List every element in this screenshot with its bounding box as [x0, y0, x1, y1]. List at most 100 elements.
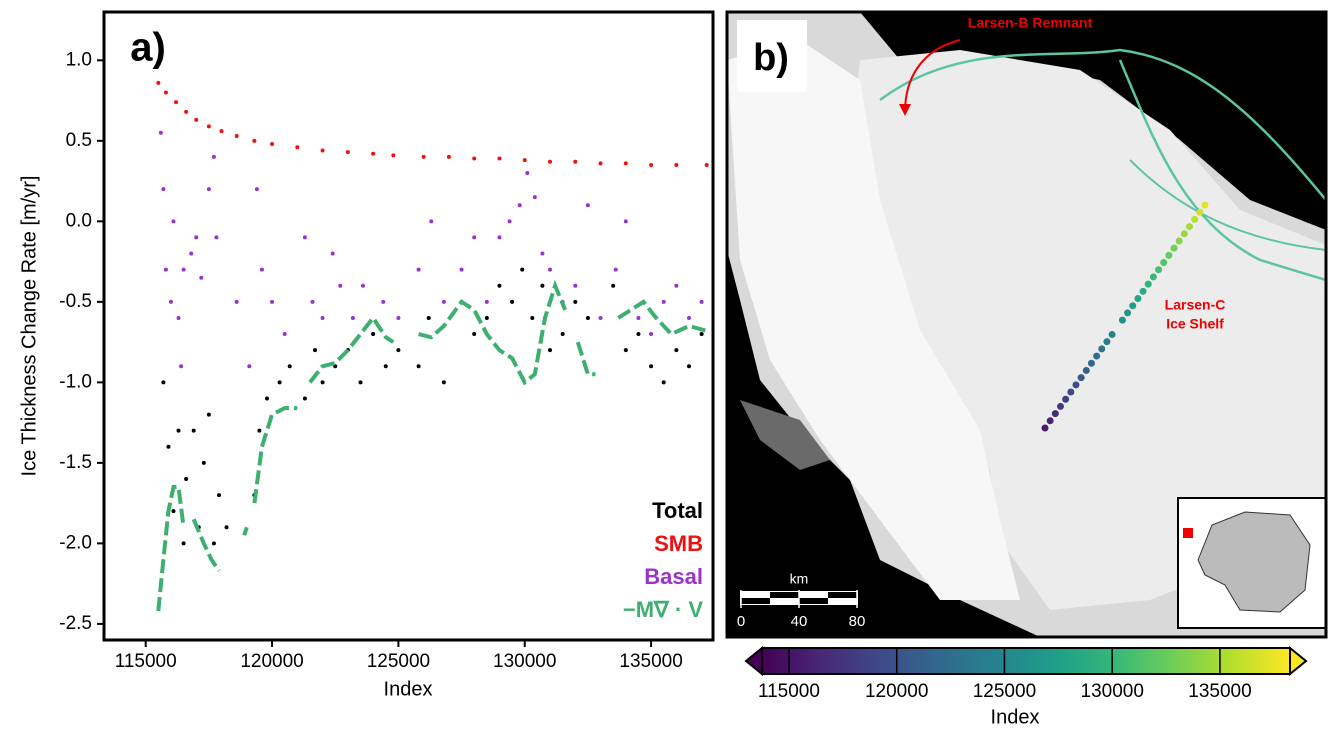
- data-point: [257, 428, 262, 433]
- track-point: [1103, 338, 1111, 346]
- data-point: [674, 348, 679, 353]
- data-point: [161, 187, 166, 192]
- colorbar-tick-label: 125000: [973, 681, 1036, 702]
- track-point: [1149, 273, 1157, 281]
- annotation: Larsen-B Remnant: [968, 15, 1093, 31]
- scale-bar: [770, 592, 799, 598]
- map: [727, 12, 1326, 637]
- data-point: [163, 90, 168, 95]
- colorbar-extend: [744, 645, 763, 677]
- track-point: [1129, 302, 1137, 310]
- data-point: [530, 315, 535, 320]
- track-point: [1201, 201, 1209, 209]
- data-point: [181, 541, 186, 546]
- data-point: [158, 130, 163, 135]
- data-point: [176, 428, 181, 433]
- data-point: [295, 145, 300, 150]
- plot-frame: [102, 10, 715, 642]
- data-point: [313, 348, 318, 353]
- track-point: [1191, 215, 1199, 223]
- data-point: [163, 267, 168, 272]
- data-point: [598, 161, 603, 166]
- y-tick-label: 0.5: [66, 130, 92, 151]
- data-point: [674, 283, 679, 288]
- data-point: [699, 299, 704, 304]
- panel-label: a): [130, 26, 166, 70]
- x-tick-label: 130000: [493, 651, 556, 672]
- track-point: [1067, 388, 1075, 396]
- data-point: [661, 299, 666, 304]
- data-point: [206, 412, 211, 417]
- colorbar: [761, 647, 1291, 675]
- data-point: [416, 364, 421, 369]
- data-point: [330, 251, 335, 256]
- legend-entry: Basal: [644, 564, 703, 589]
- track-point: [1077, 374, 1085, 382]
- data-point: [234, 133, 239, 138]
- data-point: [510, 299, 515, 304]
- track-point: [1170, 244, 1178, 252]
- data-point: [282, 332, 287, 337]
- data-point: [361, 283, 366, 288]
- x-tick-label: 115000: [115, 651, 177, 672]
- data-point: [194, 117, 199, 122]
- data-point: [247, 364, 252, 369]
- track-point: [1196, 208, 1204, 216]
- data-point: [191, 428, 196, 433]
- data-point: [497, 235, 502, 240]
- track-point: [1087, 359, 1095, 367]
- data-point: [421, 154, 426, 159]
- track-point: [1175, 237, 1183, 245]
- y-tick-label: -1.0: [59, 371, 92, 392]
- line-series: [156, 279, 708, 612]
- data-point: [429, 219, 434, 224]
- data-point: [613, 267, 618, 272]
- track-point: [1046, 417, 1054, 425]
- track-point: [1108, 330, 1116, 338]
- data-point: [674, 162, 679, 167]
- x-axis-label: Index: [384, 678, 433, 700]
- colorbar-tick-label: 115000: [758, 681, 820, 702]
- y-axis-label: Ice Thickness Change Rate [m/yr]: [18, 176, 40, 477]
- data-point: [649, 364, 654, 369]
- data-point: [396, 348, 401, 353]
- data-point: [517, 203, 522, 208]
- data-point: [623, 348, 628, 353]
- scale-bar: [741, 598, 770, 604]
- data-point: [302, 235, 307, 240]
- map-frame: [725, 10, 1328, 639]
- data-point: [201, 460, 206, 465]
- data-point: [184, 109, 189, 114]
- data-point: [472, 332, 477, 337]
- data-point: [472, 235, 477, 240]
- data-point: [532, 195, 537, 200]
- data-point: [381, 299, 386, 304]
- track-point: [1186, 223, 1194, 231]
- data-point: [441, 299, 446, 304]
- y-tick-label: -2.5: [59, 613, 92, 634]
- data-point: [259, 267, 264, 272]
- data-point: [219, 129, 224, 134]
- data-point: [686, 364, 691, 369]
- data-point: [199, 275, 204, 280]
- track-point: [1124, 309, 1132, 317]
- data-point: [234, 299, 239, 304]
- data-point: [383, 364, 388, 369]
- data-point: [252, 138, 257, 143]
- track-point: [1118, 316, 1126, 324]
- track-point: [1139, 287, 1147, 295]
- data-point: [699, 332, 704, 337]
- data-point: [416, 267, 421, 272]
- track-point: [1180, 230, 1188, 238]
- data-point: [484, 299, 489, 304]
- data-point: [497, 156, 502, 161]
- data-point: [264, 396, 269, 401]
- data-point: [216, 493, 221, 498]
- data-point: [181, 267, 186, 272]
- legend-entry: −M∇ · V: [623, 597, 703, 622]
- track-point: [1082, 366, 1090, 374]
- data-point: [525, 171, 530, 176]
- data-point: [598, 315, 603, 320]
- data-point: [573, 299, 578, 304]
- data-point: [371, 332, 376, 337]
